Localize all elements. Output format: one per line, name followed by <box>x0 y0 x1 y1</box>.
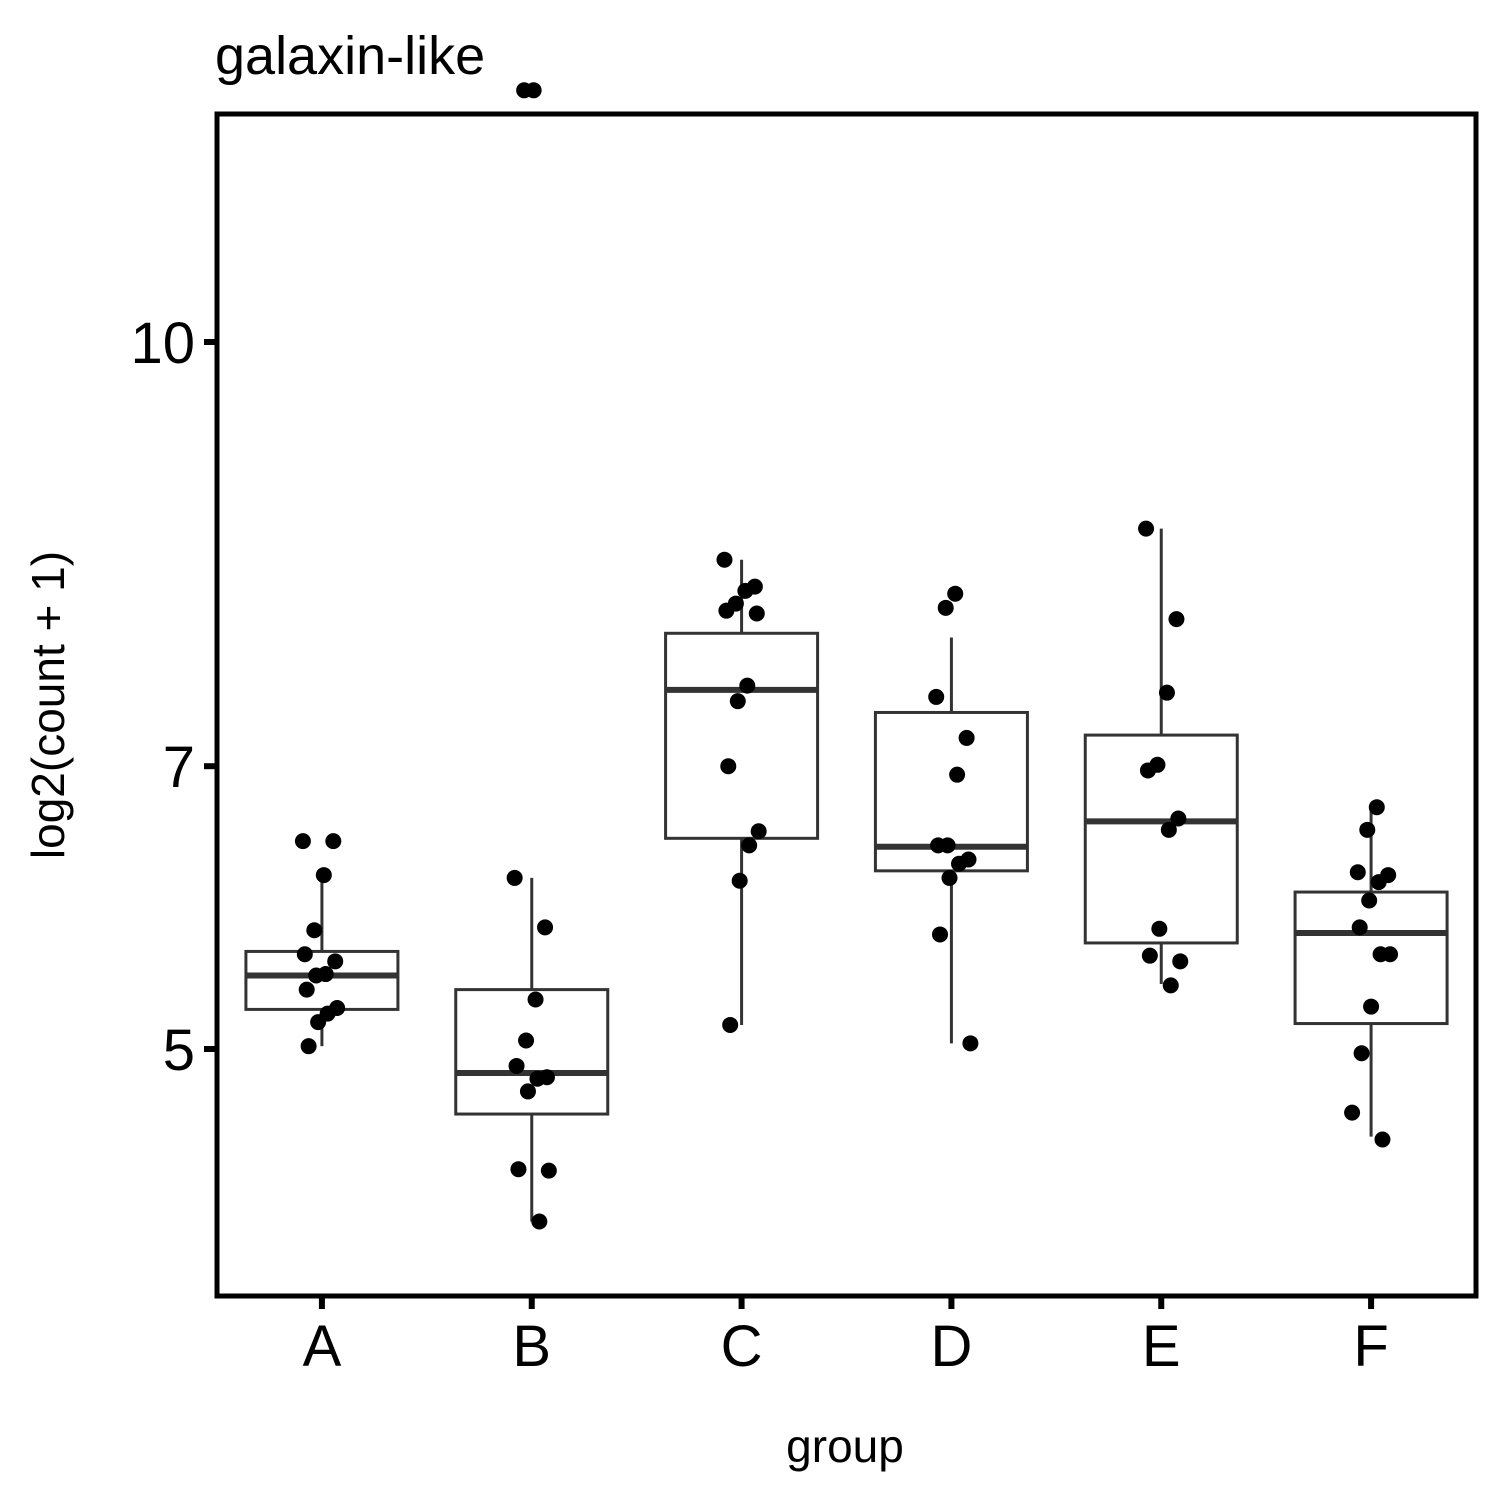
data-point-C <box>741 837 758 854</box>
box-B <box>454 877 610 1222</box>
y-axis-title: log2(count + 1) <box>22 551 74 859</box>
y-tick-label: 10 <box>130 311 195 376</box>
data-point-F <box>1374 1131 1391 1148</box>
data-point-F <box>1351 919 1368 936</box>
data-point-F <box>1370 874 1387 891</box>
data-point-E <box>1138 520 1155 537</box>
x-tick-label: A <box>303 1314 342 1379</box>
data-point-F <box>1368 799 1385 816</box>
data-point-D <box>947 585 964 602</box>
data-point-F <box>1359 821 1376 838</box>
data-point-E <box>1160 821 1177 838</box>
data-point-C <box>716 551 733 568</box>
data-point-F <box>1363 998 1380 1015</box>
data-point-B <box>510 1161 527 1178</box>
data-point-B <box>537 919 554 936</box>
data-point-B <box>516 82 533 99</box>
data-point-A <box>298 981 315 998</box>
data-point-B <box>506 869 523 886</box>
data-point-F <box>1361 892 1378 909</box>
data-point-A <box>308 967 325 984</box>
data-point-A <box>325 833 342 850</box>
data-point-F <box>1349 864 1366 881</box>
data-point-D <box>930 837 947 854</box>
data-point-A <box>315 867 332 884</box>
data-point-A <box>327 953 344 970</box>
iqr-box-C <box>664 631 820 840</box>
data-point-D <box>951 855 968 872</box>
data-point-C <box>729 693 746 710</box>
x-tick-label: C <box>721 1314 763 1379</box>
data-point-C <box>737 582 754 599</box>
data-point-E <box>1141 947 1158 964</box>
data-point-B <box>531 1213 548 1230</box>
data-point-F <box>1372 946 1389 963</box>
box-F <box>1293 807 1449 1137</box>
data-point-B <box>540 1162 557 1179</box>
data-point-B <box>518 1032 535 1049</box>
data-point-E <box>1172 953 1189 970</box>
data-point-B <box>519 1083 536 1100</box>
data-point-A <box>300 1038 317 1055</box>
data-point-D <box>958 729 975 746</box>
x-tick-label: F <box>1353 1314 1388 1379</box>
data-point-E <box>1168 611 1185 628</box>
data-point-E <box>1139 762 1156 779</box>
data-point-C <box>718 602 735 619</box>
data-point-C <box>731 872 748 889</box>
x-tick-label: E <box>1142 1314 1181 1379</box>
y-tick-label: 5 <box>163 1018 195 1083</box>
data-point-D <box>937 599 954 616</box>
data-point-B <box>529 1070 546 1087</box>
x-tick-label: B <box>512 1314 551 1379</box>
data-point-B <box>527 991 544 1008</box>
box-C <box>664 559 820 1025</box>
data-point-E <box>1158 684 1175 701</box>
box-E <box>1083 528 1239 984</box>
data-point-D <box>962 1035 979 1052</box>
data-point-B <box>508 1057 525 1074</box>
data-point-F <box>1353 1045 1370 1062</box>
data-point-A <box>294 833 311 850</box>
data-point-C <box>720 758 737 775</box>
data-point-F <box>1344 1104 1361 1121</box>
data-point-C <box>748 605 765 622</box>
data-point-C <box>739 677 756 694</box>
data-point-E <box>1170 810 1187 827</box>
x-axis-title: group <box>786 1420 904 1472</box>
data-point-D <box>932 926 949 943</box>
y-tick-label: 7 <box>163 735 195 800</box>
plot-panel-border <box>214 111 1479 1299</box>
x-tick-label: D <box>930 1314 972 1379</box>
data-point-A <box>306 922 323 939</box>
chart-title: galaxin-like <box>215 26 485 86</box>
data-point-D <box>949 766 966 783</box>
data-point-A <box>310 1014 327 1031</box>
data-point-C <box>722 1016 739 1033</box>
data-point-D <box>941 869 958 886</box>
data-point-D <box>928 688 945 705</box>
data-point-A <box>296 946 313 963</box>
data-point-E <box>1151 920 1168 937</box>
data-point-C <box>750 823 767 840</box>
data-point-E <box>1162 977 1179 994</box>
